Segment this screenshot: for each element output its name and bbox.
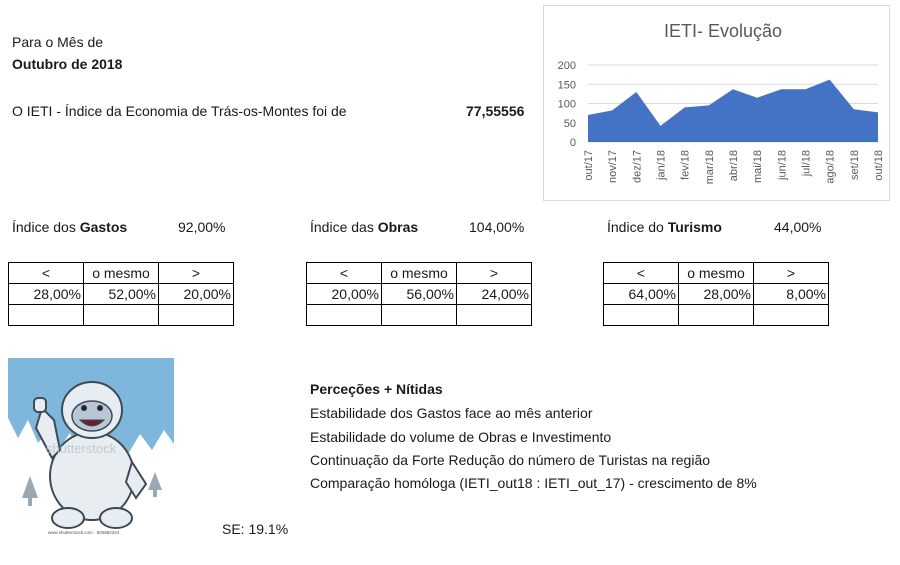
chart-x-tick-label: set/18 bbox=[849, 150, 861, 180]
obras-cell-less: 20,00% bbox=[306, 283, 382, 305]
chart-x-tick-label: jul/18 bbox=[801, 150, 813, 177]
gastos-empty-cell bbox=[158, 304, 234, 326]
chart-x-tick-label: jun/18 bbox=[776, 150, 788, 181]
ieti-label: O IETI - Índice da Economia de Trás-os-M… bbox=[12, 103, 347, 119]
gastos-header-less: < bbox=[8, 262, 84, 284]
chart-x-tick-label: ago/18 bbox=[825, 150, 837, 184]
index-gastos-label: Índice dos Gastos bbox=[12, 219, 127, 235]
chart-y-tick-label: 100 bbox=[558, 99, 576, 111]
obras-table: < o mesmo > 20,00% 56,00% 24,00% bbox=[306, 262, 532, 326]
obras-header-same: o mesmo bbox=[381, 262, 457, 284]
yeti-mascot-image: shutterstock www.shutterstock.com · 6008… bbox=[8, 358, 174, 543]
perception-item: Estabilidade dos Gastos face ao mês ante… bbox=[310, 405, 593, 421]
perception-item: Continuação da Forte Redução do número d… bbox=[310, 452, 711, 468]
yeti-illustration: shutterstock www.shutterstock.com · 6008… bbox=[8, 358, 174, 543]
obras-cell-more: 24,00% bbox=[456, 283, 532, 305]
turismo-header-less: < bbox=[603, 262, 679, 284]
index-gastos-prefix: Índice dos bbox=[12, 219, 80, 235]
image-caption: www.shutterstock.com · 600882344 bbox=[48, 530, 120, 535]
index-obras-value: 104,00% bbox=[469, 219, 525, 235]
month-label: Para o Mês de bbox=[12, 34, 104, 50]
chart-y-tick-label: 0 bbox=[570, 137, 576, 149]
turismo-table: < o mesmo > 64,00% 28,00% 8,00% bbox=[603, 262, 829, 326]
perception-item: Estabilidade do volume de Obras e Invest… bbox=[310, 429, 612, 445]
chart-y-tick-label: 50 bbox=[564, 118, 576, 130]
turismo-empty-cell bbox=[603, 304, 679, 326]
turismo-cell-same: 28,00% bbox=[678, 283, 754, 305]
chart-x-tick-label: abr/18 bbox=[728, 150, 740, 181]
obras-cell-same: 56,00% bbox=[381, 283, 457, 305]
gastos-cell-same: 52,00% bbox=[83, 283, 159, 305]
obras-header-more: > bbox=[456, 262, 532, 284]
chart-x-tick-label: out/18 bbox=[873, 150, 885, 181]
chart-title: IETI- Evolução bbox=[664, 21, 782, 41]
turismo-header-more: > bbox=[753, 262, 829, 284]
gastos-table: < o mesmo > 28,00% 52,00% 20,00% bbox=[8, 262, 234, 326]
gastos-header-more: > bbox=[158, 262, 234, 284]
obras-empty-cell bbox=[306, 304, 382, 326]
turismo-empty-cell bbox=[753, 304, 829, 326]
month-value: Outubro de 2018 bbox=[12, 56, 123, 72]
se-label: SE: 19.1% bbox=[222, 521, 289, 537]
perceptions-title: Perceções + Nítidas bbox=[310, 381, 443, 397]
chart-x-tick-label: nov/17 bbox=[607, 150, 619, 183]
obras-empty-cell bbox=[456, 304, 532, 326]
perception-item: Comparação homóloga (IETI_out18 : IETI_o… bbox=[310, 475, 757, 491]
gastos-cell-more: 20,00% bbox=[158, 283, 234, 305]
chart-x-tick-label: out/17 bbox=[583, 150, 595, 181]
index-gastos-name: Gastos bbox=[79, 219, 128, 235]
chart-x-tick-label: fev/18 bbox=[680, 150, 692, 180]
chart-y-tick-label: 150 bbox=[558, 79, 576, 91]
index-turismo-label: Índice do Turismo bbox=[607, 219, 722, 235]
gastos-empty-cell bbox=[83, 304, 159, 326]
chart-canvas: IETI- Evolução 0 50 100 150 200 out/17 nov/17 de… bbox=[558, 21, 885, 184]
gastos-header-same: o mesmo bbox=[83, 262, 159, 284]
ieti-value: 77,55556 bbox=[466, 103, 525, 119]
ieti-chart: IETI- Evolução 0 50 100 150 200 out/17 nov/17 de… bbox=[543, 5, 890, 201]
turismo-cell-more: 8,00% bbox=[753, 283, 829, 305]
index-turismo-prefix: Índice do bbox=[607, 219, 668, 235]
index-gastos-value: 92,00% bbox=[178, 219, 226, 235]
obras-header-less: < bbox=[306, 262, 382, 284]
chart-area-series bbox=[588, 79, 878, 142]
watermark-text: shutterstock bbox=[46, 441, 117, 456]
chart-y-tick-label: 200 bbox=[558, 60, 576, 72]
index-turismo-name: Turismo bbox=[667, 219, 722, 235]
chart-x-tick-label: mai/18 bbox=[752, 150, 764, 183]
index-turismo-value: 44,00% bbox=[774, 219, 822, 235]
turismo-cell-less: 64,00% bbox=[603, 283, 679, 305]
chart-x-tick-label: jan/18 bbox=[656, 150, 668, 181]
index-obras-name: Obras bbox=[377, 219, 419, 235]
turismo-header-same: o mesmo bbox=[678, 262, 754, 284]
index-obras-prefix: Índice das bbox=[310, 219, 378, 235]
index-obras-label: Índice das Obras bbox=[310, 219, 418, 235]
gastos-empty-cell bbox=[8, 304, 84, 326]
obras-empty-cell bbox=[381, 304, 457, 326]
turismo-empty-cell bbox=[678, 304, 754, 326]
chart-x-tick-label: dez/17 bbox=[631, 150, 643, 183]
chart-x-tick-label: mar/18 bbox=[704, 150, 716, 184]
gastos-cell-less: 28,00% bbox=[8, 283, 84, 305]
